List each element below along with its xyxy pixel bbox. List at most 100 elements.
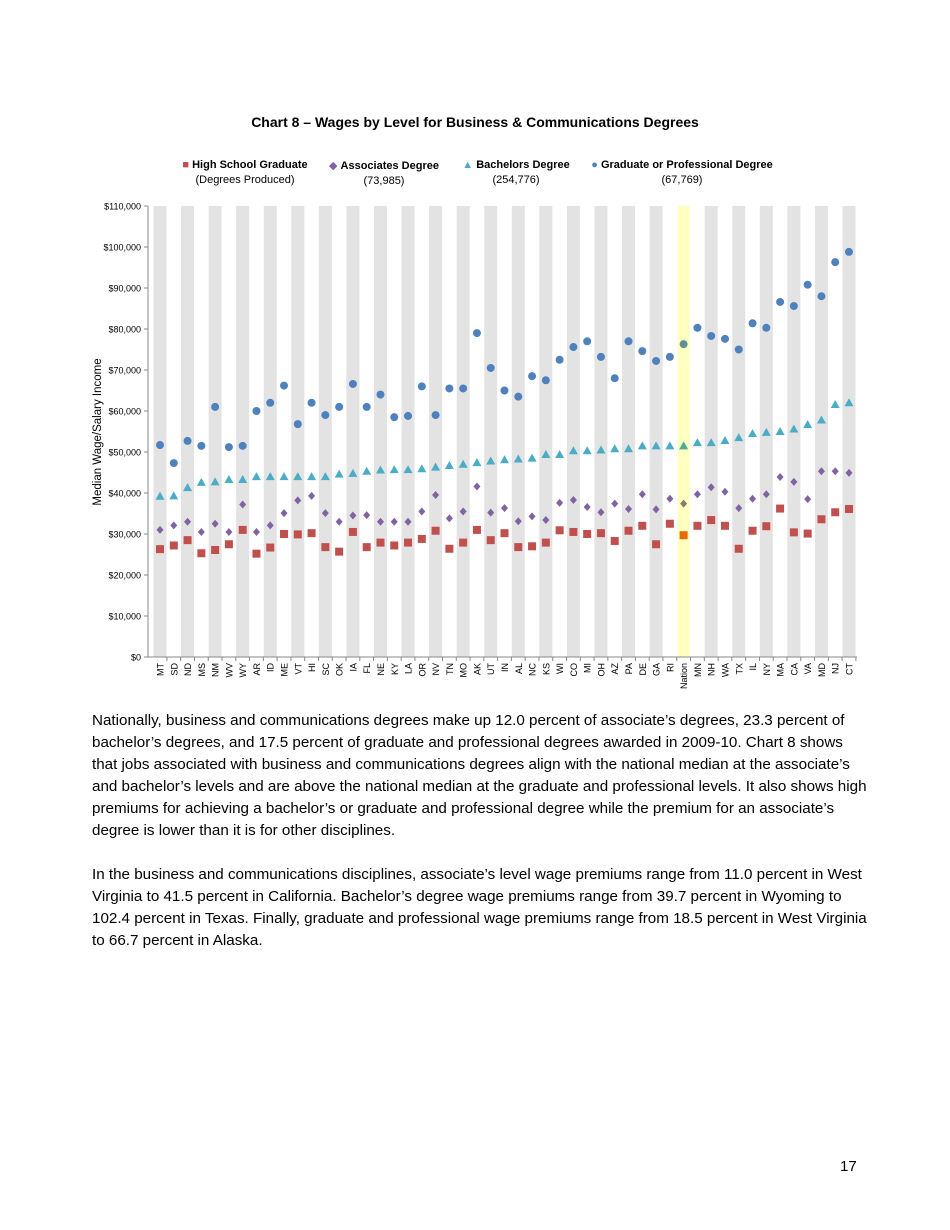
category-band [566, 206, 580, 657]
category-band [594, 206, 608, 657]
category-band [456, 206, 470, 657]
bachelors-point [251, 472, 261, 481]
hs-point [211, 545, 220, 554]
associates-point [831, 467, 839, 476]
category-band [704, 206, 718, 657]
category-band [622, 206, 636, 657]
x-tick-label: IN [500, 663, 510, 672]
x-tick-label: VA [803, 663, 813, 674]
category-band [649, 206, 663, 657]
graduate-point [266, 398, 275, 407]
x-tick-label: CO [569, 663, 579, 677]
hs-point [169, 541, 178, 550]
associates-point [804, 495, 812, 504]
associates-point [790, 477, 798, 486]
bachelors-point [238, 474, 248, 483]
associates-point [211, 519, 219, 528]
bachelors-point [803, 420, 813, 429]
graduate-point [776, 297, 785, 306]
hs-point [500, 529, 509, 538]
category-band [511, 206, 525, 657]
hs-point [803, 529, 812, 538]
bachelors-point [403, 465, 413, 474]
graduate-point [514, 392, 523, 401]
graduate-point [583, 337, 592, 346]
x-tick-label: SC [321, 663, 331, 676]
associates-point [542, 516, 550, 525]
x-tick-label: TN [445, 663, 455, 675]
x-tick-label: OK [335, 663, 345, 676]
hs-point [266, 543, 275, 552]
graduate-point [596, 352, 605, 361]
associates-point [652, 505, 660, 514]
bachelors-point [224, 474, 234, 483]
hs-point [156, 545, 164, 554]
hs-point [404, 538, 413, 547]
graduate-point [486, 363, 495, 372]
graduate-point [417, 382, 426, 391]
x-tick-label: ID [266, 662, 276, 672]
bachelors-point [637, 441, 647, 450]
associates-point [308, 491, 316, 500]
bachelors-point [320, 472, 330, 481]
category-band [484, 206, 498, 657]
x-tick-label: ND [183, 663, 193, 676]
associates-point [432, 491, 440, 500]
associates-point [294, 496, 302, 505]
bachelors-point [362, 466, 372, 475]
x-tick-label: LA [404, 663, 414, 674]
bachelors-point [610, 444, 620, 453]
hs-point [348, 527, 357, 536]
y-tick-label: $110,000 [104, 202, 141, 212]
graduate-point [624, 337, 633, 346]
x-tick-label: TX [734, 663, 744, 675]
associates-point [514, 517, 522, 526]
y-tick-label: $20,000 [108, 571, 141, 581]
bachelors-point [417, 464, 427, 473]
diamond-marker-icon: ◆ [329, 160, 338, 172]
x-tick-label: RI [665, 663, 675, 672]
scatter-chart: $0 $10,000 $20,000 $30,000 $40,000 $50,000 $60… [92, 202, 857, 689]
associates-point [225, 527, 233, 536]
category-band [181, 206, 195, 657]
bachelors-point [169, 491, 179, 500]
associates-point [197, 527, 205, 536]
associates-point [170, 521, 178, 530]
hs-point [445, 544, 454, 553]
x-tick-label: OH [596, 663, 606, 677]
hs-point [569, 527, 578, 536]
hs-point [762, 522, 771, 531]
bachelors-point [155, 491, 165, 500]
hs-point [720, 521, 729, 530]
hs-point [528, 542, 537, 551]
bachelors-point [830, 399, 840, 408]
graduate-point [803, 280, 812, 289]
x-tick-label: MA [776, 663, 786, 677]
graduate-point [156, 441, 164, 450]
hs-point [335, 547, 344, 556]
bachelors-point [775, 427, 785, 435]
legend-item-bachelors: ▲ Bachelors Degree (254,776) [457, 159, 575, 186]
graduate-point [693, 323, 702, 332]
category-band [346, 206, 360, 657]
chart-title: Chart 8 – Wages by Level for Business & … [251, 114, 699, 130]
graduate-point [569, 343, 578, 352]
bachelors-point [665, 441, 675, 450]
hs-point [417, 534, 426, 543]
hs-point [252, 549, 261, 558]
x-tick-label: VT [293, 663, 303, 675]
graduate-point [169, 459, 178, 468]
x-tick-label: KY [390, 663, 400, 675]
bachelors-point [679, 441, 689, 450]
graduate-point [224, 443, 233, 452]
hs-point [665, 519, 674, 528]
associates-point [239, 500, 247, 509]
graduate-point [734, 345, 743, 354]
graduate-point [404, 411, 413, 420]
x-tick-label: MS [197, 663, 207, 677]
y-tick-label: $90,000 [108, 284, 141, 294]
x-tick-label: MT [156, 663, 166, 676]
associates-point [666, 494, 674, 503]
hs-point [624, 526, 633, 535]
bachelors-point [568, 446, 578, 455]
